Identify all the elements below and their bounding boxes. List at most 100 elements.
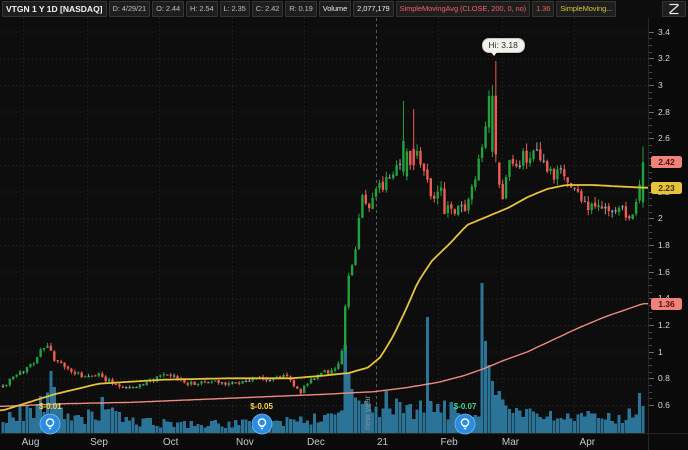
price-tick-mark <box>649 352 654 353</box>
event-marker[interactable] <box>39 413 61 435</box>
event-marker[interactable] <box>251 413 273 435</box>
price-tick-mark <box>649 258 652 259</box>
price-tick-mark <box>649 232 652 233</box>
price-tick-label: 0.8 <box>658 373 670 384</box>
price-tick-mark <box>649 178 652 179</box>
price-tick-mark <box>649 38 652 39</box>
month-label[interactable]: Feb <box>440 437 458 448</box>
sma-200-line <box>0 303 648 407</box>
price-tick-mark <box>649 225 652 226</box>
event-label: $-0.01 <box>39 402 62 411</box>
volume-label[interactable]: Volume <box>318 1 352 17</box>
lightbulb-icon <box>454 413 476 435</box>
price-tick-mark <box>649 372 652 373</box>
ohlc-stat[interactable]: R: 0.19 <box>285 1 317 17</box>
price-tick-mark <box>649 212 652 213</box>
price-tick-mark <box>649 52 652 53</box>
sma-200-label[interactable]: SimpleMovingAvg (CLOSE, 200, 0, no) <box>395 1 531 17</box>
price-tick-mark <box>649 358 652 359</box>
price-tick-mark <box>649 98 652 99</box>
price-tick-mark <box>649 278 652 279</box>
time-axis[interactable]: Aug Sep Oct Nov Dec 21 Feb Mar Apr <box>0 433 648 450</box>
price-badge: 2.42 <box>651 156 682 169</box>
price-tick-label: 1.2 <box>658 320 670 330</box>
price-tick-mark <box>649 405 654 406</box>
new-year-label: new year <box>362 395 373 431</box>
price-tick-mark <box>649 345 652 346</box>
month-label[interactable]: Dec <box>307 437 325 448</box>
price-badge: 2.23 <box>651 181 682 194</box>
price-tick-mark <box>649 398 652 399</box>
price-tick-mark <box>649 45 652 46</box>
price-tick-mark <box>649 58 654 59</box>
price-tick-mark <box>649 172 652 173</box>
price-tick-mark <box>649 125 652 126</box>
price-tick-label: 3.2 <box>658 53 670 64</box>
price-tick-label: 1.6 <box>658 266 670 277</box>
price-tick-mark <box>649 92 652 93</box>
ohlc-stat[interactable]: H: 2.54 <box>186 1 218 17</box>
price-tick-mark <box>649 138 654 139</box>
price-tick-mark <box>649 252 652 253</box>
month-label[interactable]: Apr <box>579 437 596 448</box>
month-label[interactable]: Nov <box>236 437 254 448</box>
price-tick-mark <box>649 332 652 333</box>
ohlc-stat[interactable]: O: 2.44 <box>152 1 185 17</box>
price-tick-mark <box>649 72 652 73</box>
ohlc-stat[interactable]: D: 4/29/21 <box>108 1 151 17</box>
month-label[interactable]: Oct <box>162 437 179 448</box>
price-tick-mark <box>649 152 652 153</box>
lightbulb-icon <box>251 413 272 435</box>
price-tick-mark <box>649 338 652 339</box>
price-tick-mark <box>649 85 654 86</box>
ohlc-stat[interactable]: L: 2.35 <box>219 1 250 17</box>
price-tick-mark <box>649 305 652 306</box>
price-tick-mark <box>649 145 652 146</box>
price-tick-mark <box>649 245 654 246</box>
chart-toolbar: VTGN 1 Y 1D [NASDAQ] D: 4/29/21 O: 2.44 H:… <box>0 0 688 18</box>
month-label[interactable]: Mar <box>501 437 520 448</box>
price-tick-mark <box>649 105 652 106</box>
month-label[interactable]: 21 <box>376 437 389 448</box>
month-label[interactable]: Sep <box>90 437 108 448</box>
axis-corner <box>648 433 688 450</box>
price-axis[interactable]: 3.43.232.82.62.42.221.81.61.41.210.80.62… <box>648 18 688 433</box>
lightbulb-icon <box>39 413 61 435</box>
price-tick-mark <box>649 218 654 219</box>
symbol-title[interactable]: VTGN 1 Y 1D [NASDAQ] <box>2 1 107 17</box>
price-tick-mark <box>649 32 654 33</box>
month-label[interactable]: Aug <box>21 437 40 448</box>
price-badge: 1.36 <box>651 297 682 310</box>
price-tick-label: 2.6 <box>658 133 670 144</box>
price-tick-mark <box>649 118 652 119</box>
ohlc-stat[interactable]: C: 2.42 <box>251 1 284 17</box>
ohlc-stats: D: 4/29/21 O: 2.44 H: 2.54 L: 2.35 C: 2.42 R:… <box>108 1 317 17</box>
price-tick-label: 0.6 <box>658 400 670 410</box>
price-tick-mark <box>649 132 652 133</box>
event-marker[interactable] <box>454 413 476 435</box>
price-tick-mark <box>649 365 652 366</box>
sma-200-value: 1.36 <box>532 1 555 17</box>
event-label: $-0.05 <box>250 402 273 411</box>
price-tick-mark <box>649 265 652 266</box>
sma-fast-label[interactable]: SimpleMoving... <box>556 1 617 17</box>
price-tick-mark <box>649 285 652 286</box>
price-tick-mark <box>649 292 652 293</box>
price-tick-label: 1.8 <box>658 240 670 250</box>
price-tick-label: 3 <box>658 80 663 90</box>
price-tick-mark <box>649 198 652 199</box>
price-tick-mark <box>649 158 652 159</box>
chart-canvas[interactable] <box>0 18 648 433</box>
price-tick-label: 3.4 <box>658 26 670 37</box>
zigzag-tool-button[interactable] <box>662 1 686 17</box>
gridlines <box>0 18 648 433</box>
price-tick-mark <box>649 312 652 313</box>
price-tick-mark <box>649 378 654 379</box>
price-tick-mark <box>649 65 652 66</box>
price-tick-mark <box>649 112 654 113</box>
price-tick-mark <box>649 205 652 206</box>
chart-svg <box>0 18 648 433</box>
sma-fast-line <box>0 184 648 412</box>
price-tick-mark <box>649 185 652 186</box>
